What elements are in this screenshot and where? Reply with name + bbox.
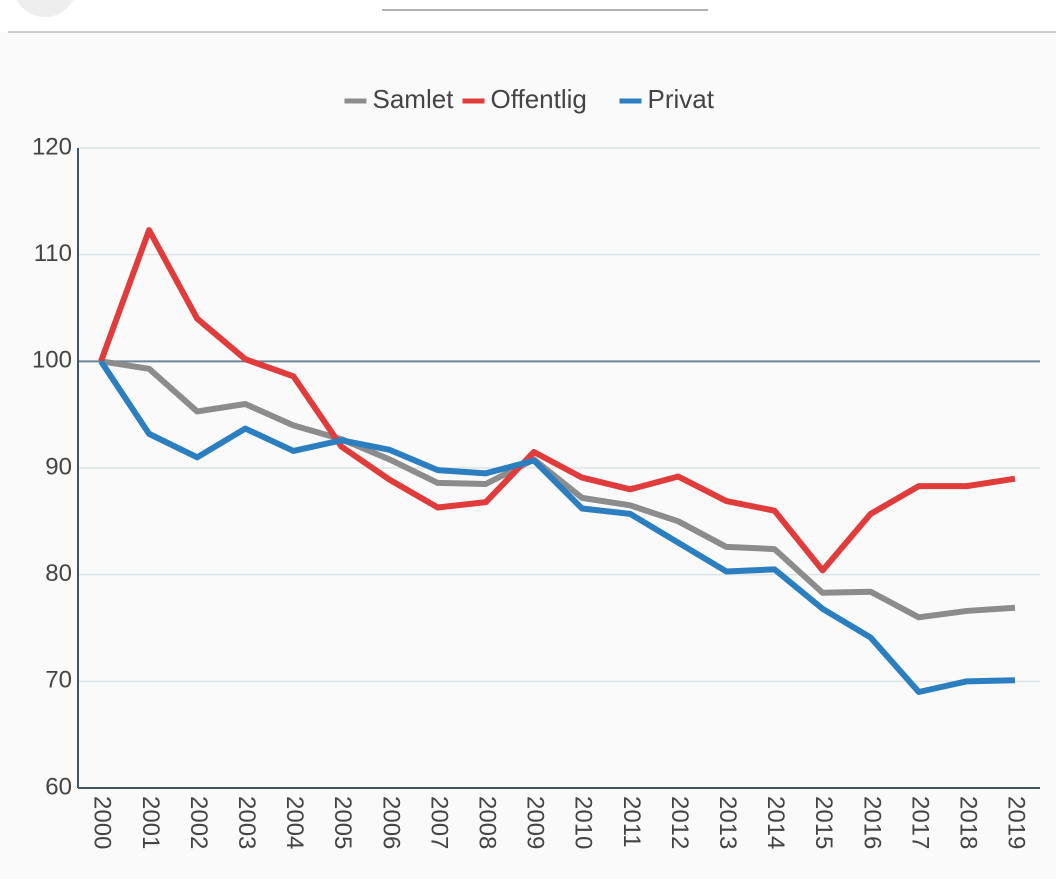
legend: Samlet Offentlig Privat xyxy=(344,84,715,114)
x-tick-label: 2013 xyxy=(714,796,741,849)
header-icon xyxy=(16,0,74,17)
x-tick-label: 2001 xyxy=(137,796,164,849)
x-tick-label: 2006 xyxy=(377,796,404,849)
x-tick-label: 2004 xyxy=(281,796,308,849)
x-tick-label: 2016 xyxy=(858,796,885,849)
x-tick-label: 2010 xyxy=(570,796,597,849)
legend-label: Offentlig xyxy=(491,84,587,114)
x-tick-label: 2000 xyxy=(89,796,116,849)
x-tick-label: 2019 xyxy=(1003,796,1030,849)
x-tick-label: 2012 xyxy=(666,796,693,849)
y-tick-label: 100 xyxy=(32,347,72,374)
x-tick-label: 2011 xyxy=(618,796,645,848)
y-tick-label: 110 xyxy=(34,240,72,267)
x-tick-label: 2005 xyxy=(329,796,356,849)
x-tick-label: 2007 xyxy=(425,796,452,849)
legend-label: Privat xyxy=(648,84,715,114)
y-tick-label: 70 xyxy=(45,667,72,694)
x-tick-label: 2018 xyxy=(955,796,982,849)
line-series xyxy=(98,359,1016,695)
x-tick-label: 2014 xyxy=(762,796,789,849)
x-tick-label: 2002 xyxy=(185,796,212,849)
legend-label: Samlet xyxy=(373,84,455,114)
y-tick-label: 60 xyxy=(45,773,72,800)
x-tick-label: 2008 xyxy=(473,796,500,849)
line-series xyxy=(98,227,1016,574)
y-tick-label: 90 xyxy=(45,453,72,480)
header-strip xyxy=(0,0,1056,32)
x-tick-label: 2017 xyxy=(906,796,933,849)
y-tick-label: 80 xyxy=(45,560,72,587)
x-tick-label: 2009 xyxy=(522,796,549,849)
x-tick-label: 2015 xyxy=(810,796,837,849)
line-series xyxy=(100,358,1016,621)
y-tick-label: 120 xyxy=(32,133,72,160)
x-tick-label: 2003 xyxy=(233,796,260,849)
